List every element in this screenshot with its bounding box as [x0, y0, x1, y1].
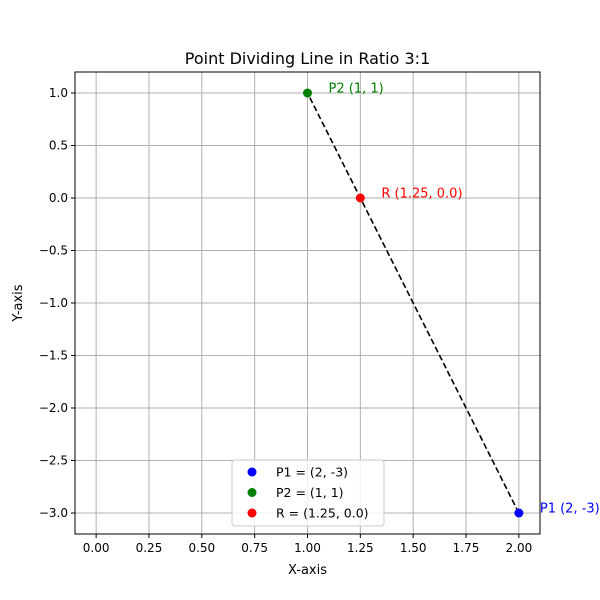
legend: P1 = (2, -3) P2 = (1, 1) R = (1.25, 0.0)	[231, 459, 385, 527]
x-tick-label: 1.50	[400, 541, 427, 555]
y-tick-label: −0.5	[39, 244, 68, 258]
y-tick-label: 0.5	[49, 139, 68, 153]
legend-entry: P1 = (2, -3)	[276, 465, 348, 480]
y-tick-label: 0.0	[49, 191, 68, 205]
y-tick-label: −2.5	[39, 454, 68, 468]
dashed-line	[306, 92, 520, 514]
x-tick-label: 0.75	[241, 541, 268, 555]
x-tick-label: 1.75	[453, 541, 480, 555]
y-tick-label: −1.5	[39, 349, 68, 363]
y-tick-label: −1.0	[39, 296, 68, 310]
legend-marker	[247, 467, 257, 477]
legend-marker	[247, 488, 257, 497]
point-annotations: P1 (2, -3) P2 (1, 1) R (1.25, 0.0)	[329, 82, 600, 517]
data-point	[355, 193, 365, 203]
x-axis-label: X-axis	[288, 563, 327, 578]
x-tick-label: 0.25	[136, 541, 163, 555]
point-annotation: P2 (1, 1)	[329, 82, 384, 97]
legend-entry: R = (1.25, 0.0)	[276, 506, 369, 521]
x-tick-label: 1.25	[347, 541, 374, 555]
data-point	[514, 508, 524, 518]
point-annotation: R (1.25, 0.0)	[381, 187, 462, 202]
y-tick-label: 1.0	[49, 86, 68, 100]
y-tick-label: −3.0	[39, 506, 68, 520]
data-point	[303, 88, 312, 98]
axis-ticks: 0.00 0.25 0.50 0.75 1.00 1.25 1.50 1.75 2.00 1.0 0…	[39, 86, 532, 555]
x-tick-label: 0.50	[188, 541, 215, 555]
legend-marker	[247, 508, 257, 518]
y-axis-label: Y-axis	[11, 284, 26, 322]
x-tick-label: 2.00	[506, 541, 533, 555]
legend-entry: P2 = (1, 1)	[276, 485, 344, 500]
dashed-segment	[306, 92, 520, 514]
y-tick-label: −2.0	[39, 401, 68, 415]
legend-box	[231, 459, 385, 527]
points	[303, 88, 524, 518]
x-tick-label: 1.00	[294, 541, 321, 555]
chart-title: Point Dividing Line in Ratio 3:1	[185, 49, 431, 68]
x-tick-label: 0.00	[83, 541, 110, 555]
point-annotation: P1 (2, -3)	[540, 502, 600, 517]
